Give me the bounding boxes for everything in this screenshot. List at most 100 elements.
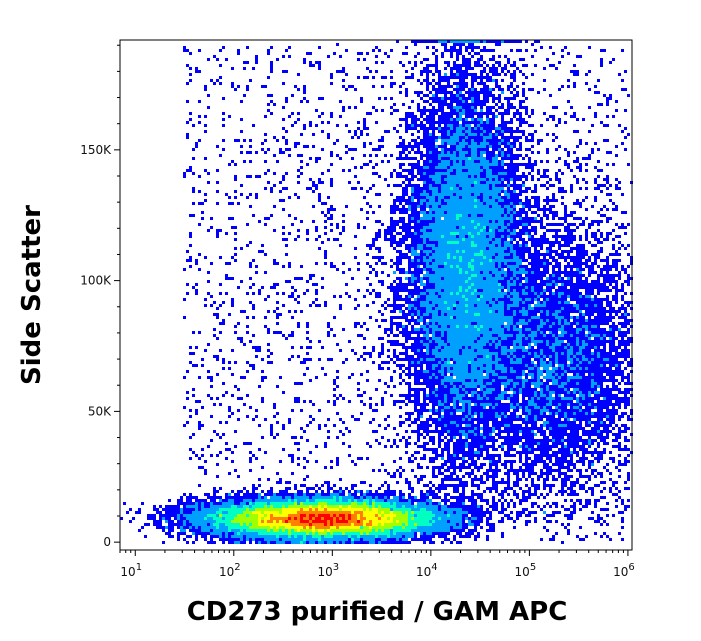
data-point xyxy=(183,298,186,301)
data-point xyxy=(513,166,516,169)
data-point xyxy=(573,238,576,241)
data-point xyxy=(534,238,537,241)
data-point xyxy=(555,223,558,226)
data-point xyxy=(438,40,441,43)
data-point xyxy=(378,175,381,178)
data-point xyxy=(561,49,564,52)
data-point xyxy=(492,178,495,181)
data-point xyxy=(567,214,570,217)
data-point xyxy=(606,124,609,127)
data-point xyxy=(396,199,399,202)
data-point xyxy=(546,169,549,172)
data-point xyxy=(456,208,459,211)
data-point xyxy=(267,76,270,79)
data-point xyxy=(300,166,303,169)
data-point xyxy=(516,226,519,229)
data-point xyxy=(492,163,495,166)
data-point xyxy=(516,175,519,178)
data-point xyxy=(495,235,498,238)
data-point xyxy=(492,301,495,304)
data-point xyxy=(399,175,402,178)
data-point xyxy=(216,181,219,184)
data-point xyxy=(447,157,450,160)
data-point xyxy=(276,301,279,304)
data-point xyxy=(567,265,570,268)
data-point xyxy=(501,208,504,211)
data-point xyxy=(357,304,360,307)
data-point xyxy=(549,295,552,298)
data-point xyxy=(195,262,198,265)
data-point xyxy=(495,166,498,169)
data-point xyxy=(426,256,429,259)
data-point xyxy=(513,154,516,157)
data-point xyxy=(507,229,510,232)
data-point xyxy=(537,139,540,142)
data-point xyxy=(372,76,375,79)
data-point xyxy=(204,88,207,91)
data-point xyxy=(339,55,342,58)
data-point xyxy=(444,274,447,277)
data-point xyxy=(579,280,582,283)
data-point xyxy=(456,40,459,43)
data-point xyxy=(498,112,501,115)
data-point xyxy=(564,241,567,244)
data-point xyxy=(354,256,357,259)
data-point xyxy=(444,301,447,304)
data-point xyxy=(543,175,546,178)
data-point xyxy=(267,310,270,313)
data-point xyxy=(522,106,525,109)
data-point xyxy=(456,280,459,283)
data-point xyxy=(384,154,387,157)
data-point xyxy=(426,211,429,214)
data-point xyxy=(435,292,438,295)
data-point xyxy=(492,211,495,214)
data-point xyxy=(411,118,414,121)
data-point xyxy=(411,301,414,304)
data-point xyxy=(588,256,591,259)
data-point xyxy=(543,295,546,298)
data-point xyxy=(408,277,411,280)
data-point xyxy=(381,256,384,259)
data-point xyxy=(450,103,453,106)
data-point xyxy=(534,259,537,262)
data-point xyxy=(612,262,615,265)
data-point xyxy=(411,232,414,235)
data-point xyxy=(417,310,420,313)
data-point xyxy=(492,73,495,76)
data-point xyxy=(510,178,513,181)
data-point xyxy=(405,130,408,133)
data-point xyxy=(402,271,405,274)
data-point xyxy=(426,187,429,190)
data-point xyxy=(513,157,516,160)
data-point xyxy=(537,178,540,181)
data-point xyxy=(579,169,582,172)
data-point xyxy=(465,280,468,283)
data-point xyxy=(558,181,561,184)
data-point xyxy=(558,304,561,307)
data-point xyxy=(486,151,489,154)
data-point xyxy=(474,94,477,97)
data-point xyxy=(438,232,441,235)
data-point xyxy=(447,205,450,208)
data-point xyxy=(492,310,495,313)
data-point xyxy=(483,70,486,73)
data-point xyxy=(426,217,429,220)
data-point xyxy=(297,112,300,115)
data-point xyxy=(429,214,432,217)
data-point xyxy=(624,211,627,214)
data-point xyxy=(489,172,492,175)
data-point xyxy=(552,211,555,214)
data-point xyxy=(447,241,450,244)
data-point xyxy=(447,115,450,118)
data-point xyxy=(438,196,441,199)
data-point xyxy=(546,217,549,220)
data-point xyxy=(435,208,438,211)
data-point xyxy=(345,49,348,52)
data-point xyxy=(258,289,261,292)
data-point xyxy=(459,91,462,94)
data-point xyxy=(492,235,495,238)
data-point xyxy=(471,202,474,205)
data-point xyxy=(621,268,624,271)
data-point xyxy=(561,301,564,304)
data-point xyxy=(567,310,570,313)
